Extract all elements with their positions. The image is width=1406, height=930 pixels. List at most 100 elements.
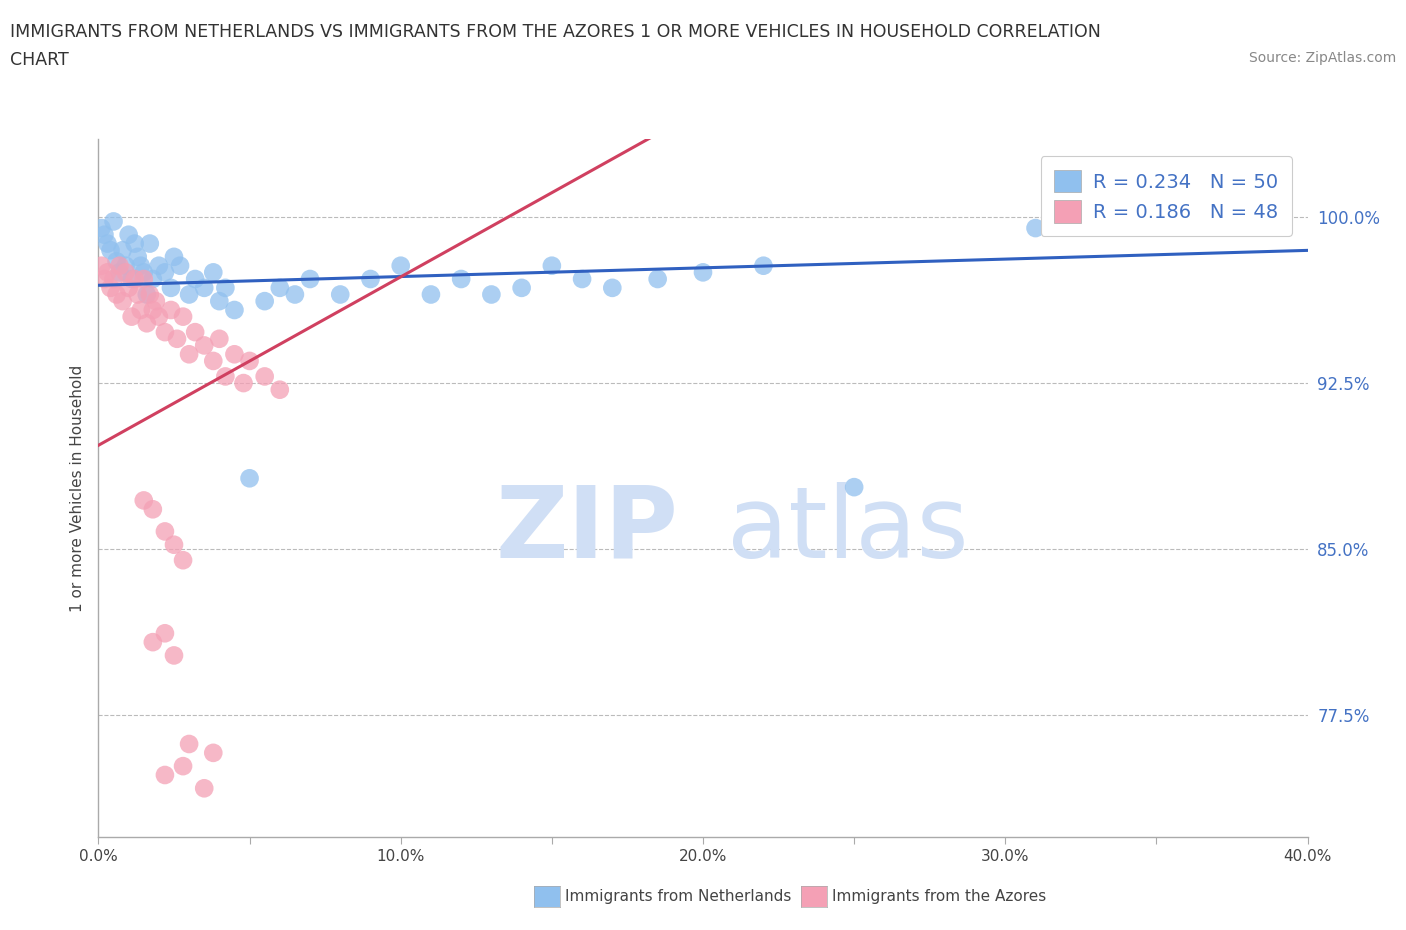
Text: IMMIGRANTS FROM NETHERLANDS VS IMMIGRANTS FROM THE AZORES 1 OR MORE VEHICLES IN : IMMIGRANTS FROM NETHERLANDS VS IMMIGRANT… (10, 23, 1101, 41)
Point (111, 243, 134, 258)
Point (172, 309, 194, 324)
Point (184, 272, 207, 286)
Point (124, 272, 146, 286)
Point (571, 272, 593, 286)
Text: CHART: CHART (10, 51, 69, 69)
Point (179, 347, 201, 362)
Point (153, 626, 176, 641)
Point (420, 287, 443, 302)
Point (224, 302, 246, 317)
Point (329, 287, 352, 302)
Point (142, 634, 165, 649)
Point (299, 272, 322, 286)
Point (90, 220, 112, 235)
Point (114, 259, 136, 273)
Point (114, 265, 136, 280)
Point (153, 524, 176, 538)
Text: atlas: atlas (727, 482, 969, 578)
Point (100, 243, 122, 258)
Point (224, 347, 246, 362)
Point (540, 259, 562, 273)
Point (90, 259, 112, 273)
Point (163, 648, 186, 663)
Point (169, 259, 191, 273)
Point (202, 353, 225, 368)
Point (145, 294, 167, 309)
Point (172, 759, 194, 774)
Text: Immigrants from the Azores: Immigrants from the Azores (832, 889, 1046, 904)
Point (118, 281, 141, 296)
Point (253, 294, 276, 309)
Point (179, 287, 201, 302)
Point (692, 265, 714, 280)
Text: ZIP: ZIP (496, 482, 679, 578)
Point (139, 236, 162, 251)
Point (142, 302, 165, 317)
Point (232, 376, 254, 391)
Legend: R = 0.234   N = 50, R = 0.186   N = 48: R = 0.234 N = 50, R = 0.186 N = 48 (1040, 156, 1292, 236)
Point (160, 281, 183, 296)
Point (148, 259, 170, 273)
Point (752, 259, 775, 273)
Point (450, 272, 472, 286)
Point (96, 265, 118, 280)
Point (108, 265, 131, 280)
Point (208, 294, 231, 309)
Point (121, 272, 143, 286)
Point (153, 265, 176, 280)
Point (100, 281, 122, 296)
Point (193, 781, 215, 796)
Point (129, 302, 152, 317)
Point (481, 287, 503, 302)
Point (135, 287, 157, 302)
Point (1024, 220, 1046, 235)
Point (153, 767, 176, 782)
Point (132, 493, 155, 508)
Point (844, 480, 866, 495)
Point (193, 338, 215, 352)
Point (647, 272, 669, 286)
Point (96, 236, 118, 251)
Point (179, 737, 201, 751)
Point (202, 746, 225, 761)
Point (284, 287, 307, 302)
Point (360, 272, 382, 286)
Point (269, 382, 291, 397)
Point (127, 249, 149, 264)
Point (163, 249, 186, 264)
Point (142, 272, 165, 286)
Text: Immigrants from Netherlands: Immigrants from Netherlands (565, 889, 792, 904)
Point (142, 502, 165, 517)
Point (121, 309, 143, 324)
Point (239, 353, 262, 368)
Point (93, 272, 115, 286)
Point (214, 281, 236, 296)
Point (105, 254, 128, 269)
Point (208, 331, 231, 346)
Point (118, 227, 141, 242)
Point (160, 302, 183, 317)
Point (202, 265, 225, 280)
Point (124, 236, 146, 251)
Point (269, 281, 291, 296)
Point (103, 272, 125, 286)
Point (510, 281, 533, 296)
Point (153, 325, 176, 339)
Point (602, 281, 624, 296)
Point (239, 471, 262, 485)
Point (214, 369, 236, 384)
Point (193, 281, 215, 296)
Text: Source: ZipAtlas.com: Source: ZipAtlas.com (1249, 51, 1396, 65)
Point (148, 309, 170, 324)
Point (132, 265, 155, 280)
Point (108, 259, 131, 273)
Point (135, 316, 157, 331)
Point (129, 259, 152, 273)
Point (172, 552, 194, 567)
Point (93, 227, 115, 242)
Point (103, 214, 125, 229)
Point (105, 287, 128, 302)
Point (111, 294, 134, 309)
Point (163, 538, 186, 552)
Point (253, 369, 276, 384)
